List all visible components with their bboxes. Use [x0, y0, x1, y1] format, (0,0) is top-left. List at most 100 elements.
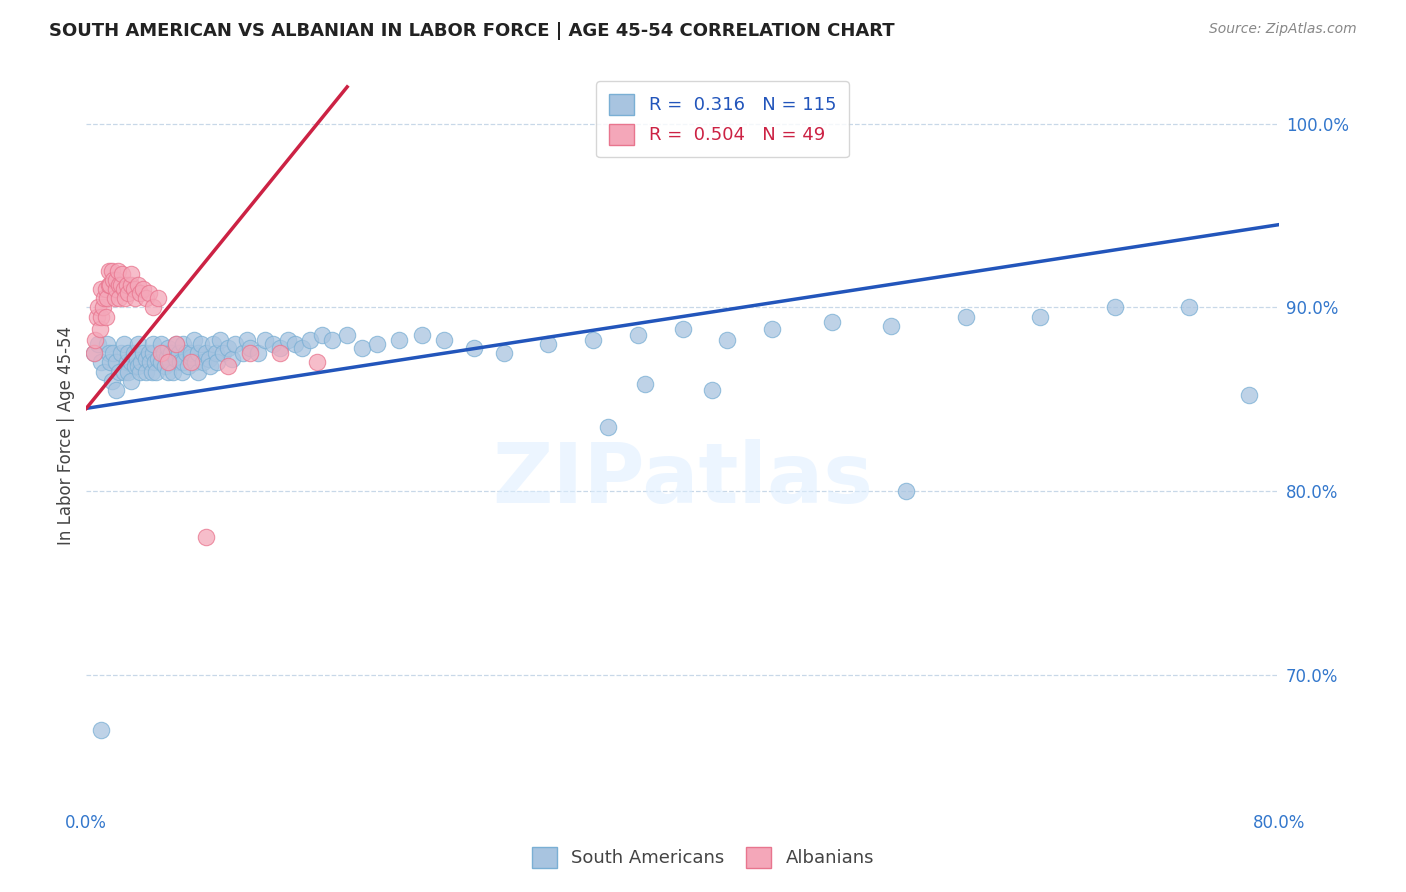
Point	[100, 263, 122, 277]
Point	[105, 282, 128, 296]
Point	[129, 365, 152, 379]
Point	[201, 337, 224, 351]
Point	[89, 322, 111, 336]
Point	[97, 263, 120, 277]
Point	[167, 346, 190, 360]
Point	[131, 355, 153, 369]
Point	[159, 355, 181, 369]
Point	[269, 341, 291, 355]
Point	[321, 334, 343, 348]
Point	[138, 285, 160, 300]
Point	[101, 346, 124, 360]
Point	[246, 346, 269, 360]
Point	[239, 346, 262, 360]
Point	[165, 337, 187, 351]
Point	[90, 723, 112, 737]
Point	[254, 334, 277, 348]
Point	[96, 337, 118, 351]
Point	[634, 377, 657, 392]
Point	[112, 365, 135, 379]
Y-axis label: In Labor Force | Age 45-54: In Labor Force | Age 45-54	[58, 326, 75, 545]
Point	[157, 355, 180, 369]
Point	[112, 282, 135, 296]
Point	[596, 419, 619, 434]
Point	[298, 334, 321, 348]
Point	[84, 334, 107, 348]
Point	[132, 346, 155, 360]
Point	[87, 337, 110, 351]
Point	[180, 346, 202, 360]
Point	[190, 337, 212, 351]
Point	[105, 273, 128, 287]
Point	[165, 337, 187, 351]
Point	[117, 365, 139, 379]
Point	[336, 327, 359, 342]
Point	[90, 310, 112, 324]
Point	[139, 355, 162, 369]
Point	[120, 278, 142, 293]
Text: Source: ZipAtlas.com: Source: ZipAtlas.com	[1209, 22, 1357, 37]
Point	[352, 341, 374, 355]
Point	[157, 365, 180, 379]
Point	[209, 334, 232, 348]
Point	[120, 374, 142, 388]
Point	[87, 301, 110, 315]
Point	[160, 346, 183, 360]
Point	[157, 341, 180, 355]
Point	[463, 341, 485, 355]
Point	[716, 334, 738, 348]
Point	[1029, 310, 1052, 324]
Point	[138, 346, 160, 360]
Point	[627, 327, 650, 342]
Point	[142, 337, 165, 351]
Point	[149, 346, 172, 360]
Point	[101, 273, 124, 287]
Point	[142, 301, 165, 315]
Point	[1237, 388, 1260, 402]
Point	[671, 322, 693, 336]
Point	[135, 351, 157, 366]
Point	[172, 355, 194, 369]
Point	[277, 334, 299, 348]
Point	[142, 346, 165, 360]
Point	[162, 365, 184, 379]
Point	[135, 365, 157, 379]
Point	[104, 291, 127, 305]
Text: SOUTH AMERICAN VS ALBANIAN IN LABOR FORCE | AGE 45-54 CORRELATION CHART: SOUTH AMERICAN VS ALBANIAN IN LABOR FORC…	[49, 22, 894, 40]
Point	[90, 282, 112, 296]
Text: ZIPatlas: ZIPatlas	[492, 440, 873, 521]
Point	[124, 359, 146, 373]
Point	[146, 291, 169, 305]
Point	[145, 365, 167, 379]
Point	[153, 346, 176, 360]
Point	[141, 365, 163, 379]
Point	[94, 282, 117, 296]
Point	[311, 327, 333, 342]
Point	[194, 530, 217, 544]
Point	[307, 355, 329, 369]
Point	[172, 337, 194, 351]
Point	[761, 322, 783, 336]
Point	[90, 355, 112, 369]
Point	[217, 359, 239, 373]
Point	[115, 278, 138, 293]
Point	[115, 355, 138, 369]
Point	[284, 337, 307, 351]
Point	[132, 282, 155, 296]
Point	[110, 346, 132, 360]
Point	[122, 346, 145, 360]
Point	[108, 278, 131, 293]
Point	[143, 355, 166, 369]
Point	[411, 327, 433, 342]
Point	[100, 374, 122, 388]
Point	[120, 267, 142, 281]
Point	[232, 346, 254, 360]
Legend: South Americans, Albanians: South Americans, Albanians	[520, 836, 886, 879]
Point	[366, 337, 388, 351]
Point	[239, 341, 262, 355]
Point	[582, 334, 605, 348]
Point	[114, 291, 136, 305]
Point	[129, 285, 152, 300]
Point	[156, 350, 179, 364]
Point	[176, 359, 198, 373]
